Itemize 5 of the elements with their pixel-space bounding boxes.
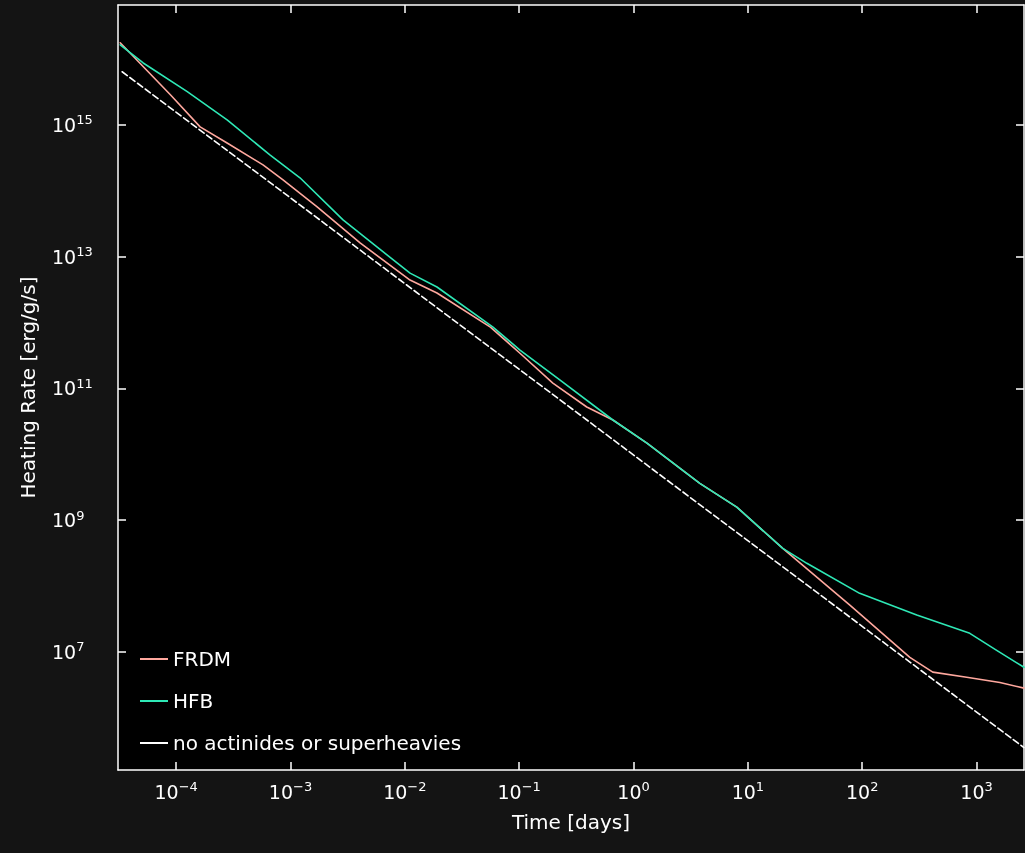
y-axis-title: Heating Rate [erg/g/s] <box>16 276 40 499</box>
x-axis-title: Time [days] <box>510 810 631 834</box>
legend-label: no actinides or superheavies <box>173 731 462 755</box>
legend-label: FRDM <box>173 647 232 671</box>
legend-label: HFB <box>173 689 214 713</box>
